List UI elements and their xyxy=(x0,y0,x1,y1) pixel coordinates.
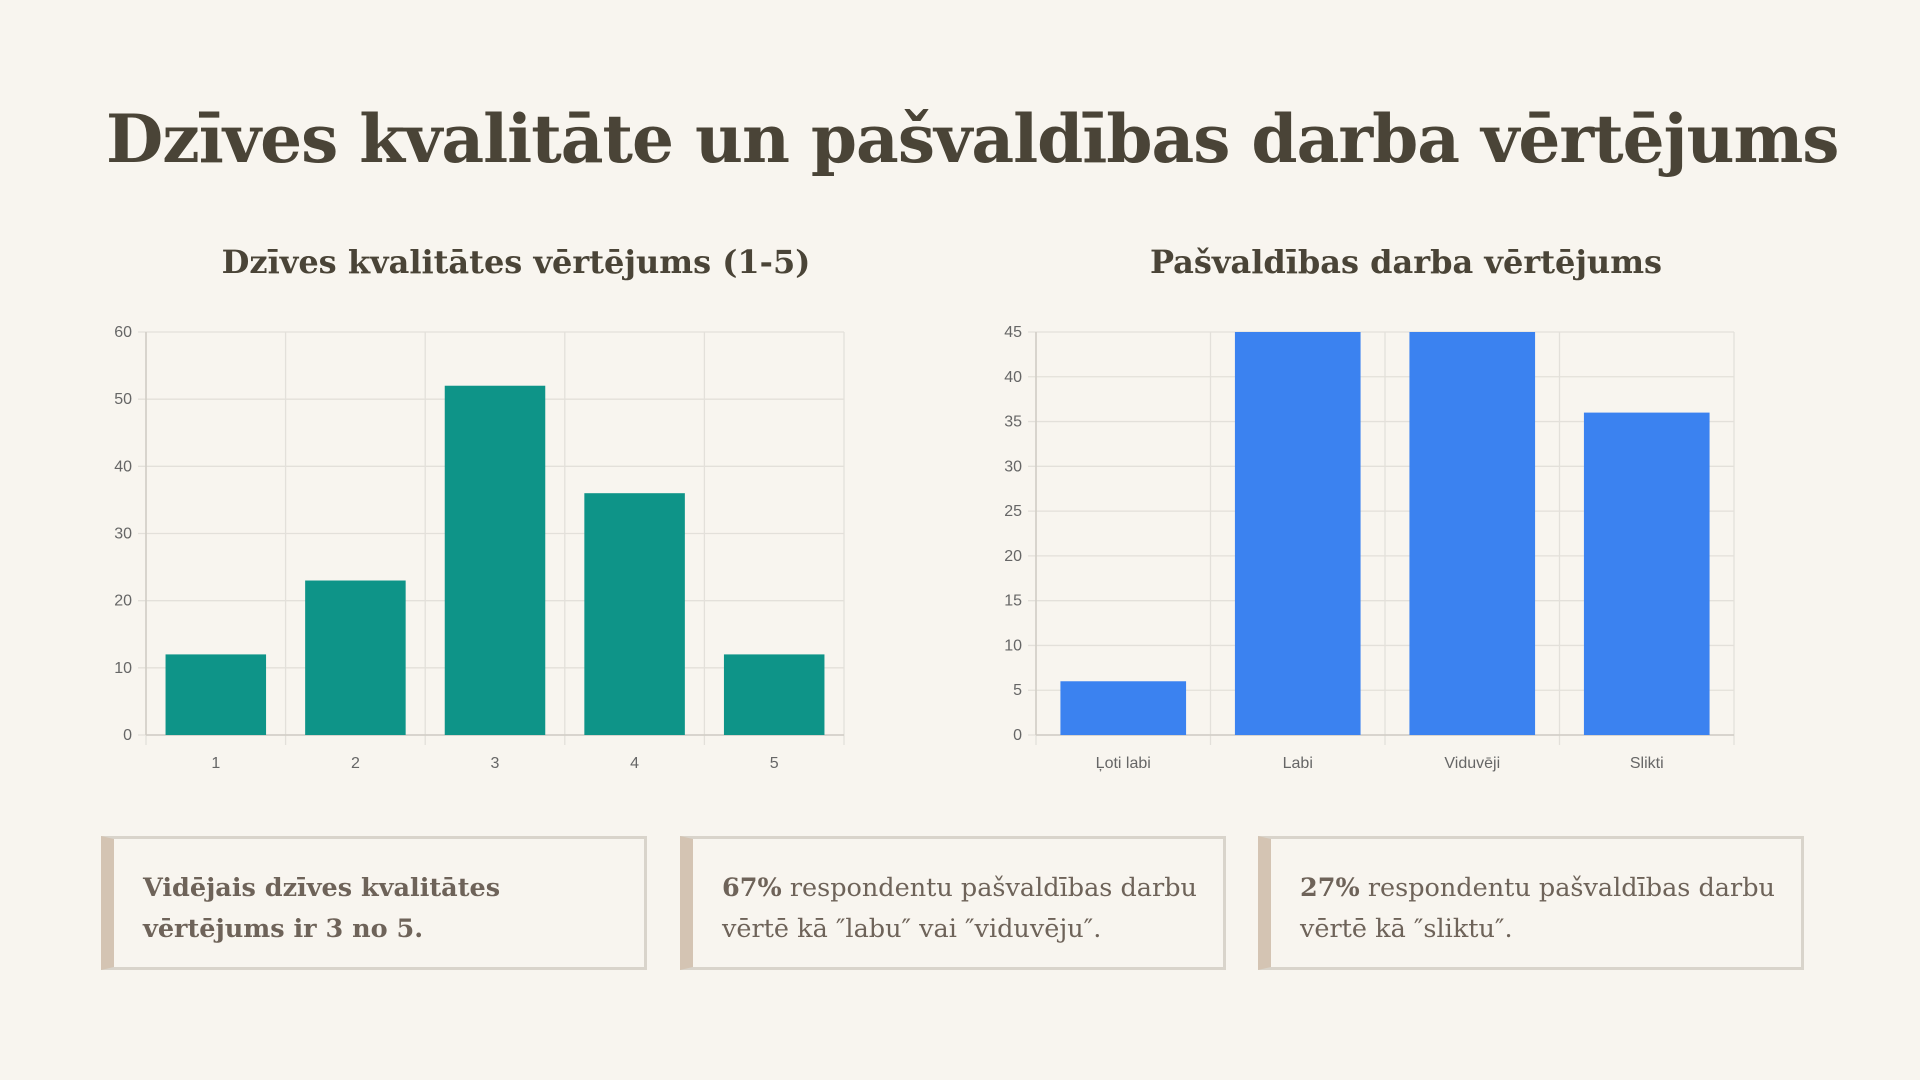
card-rest: respondentu pašvaldības darbu vērtē kā ″… xyxy=(1300,873,1775,944)
municipality-y-tick-label: 30 xyxy=(1004,458,1022,475)
municipality-bar xyxy=(1583,412,1710,735)
life-quality-y-tick-label: 50 xyxy=(114,391,132,408)
municipality-x-tick-label: Viduvēji xyxy=(1444,755,1500,772)
life-quality-y-tick-label: 40 xyxy=(114,458,132,475)
municipality-x-tick-label: Ļoti labi xyxy=(1096,755,1151,772)
municipality-x-tick-label: Labi xyxy=(1283,755,1313,772)
card-rest: respondentu pašvaldības darbu vērtē kā ″… xyxy=(722,873,1197,944)
life-quality-bar xyxy=(444,385,546,735)
life-quality-x-tick-label: 3 xyxy=(491,755,500,772)
card-text: Vidējais dzīves kvalitātes vērtējums ir … xyxy=(143,868,643,950)
life-quality-x-tick-label: 2 xyxy=(351,755,360,772)
summary-card-average-quality: Vidējais dzīves kvalitātes vērtējums ir … xyxy=(101,836,647,970)
card-highlight: 27% xyxy=(1300,873,1360,903)
municipality-x-tick-label: Slikti xyxy=(1630,755,1664,772)
life-quality-y-tick-label: 60 xyxy=(114,324,132,341)
summary-card-good-or-average: 67% respondentu pašvaldības darbu vērtē … xyxy=(680,836,1226,970)
page-title: Dzīves kvalitāte un pašvaldības darba vē… xyxy=(106,100,1839,178)
municipality-chart: 0 5 10 15 20 25 30 35 40 45 Ļoti labi Labi Viduvēji S… xyxy=(1004,324,1735,772)
life-quality-bar xyxy=(165,654,267,735)
life-quality-y-tick-label: 0 xyxy=(123,727,132,744)
municipality-y-tick-label: 45 xyxy=(1004,324,1022,341)
life-quality-chart: 0 10 20 30 40 50 60 1 2 3 4 5 xyxy=(114,324,845,772)
life-quality-x-tick-label: 1 xyxy=(211,755,220,772)
municipality-y-tick-label: 40 xyxy=(1004,369,1022,386)
card-text: 27% respondentu pašvaldības darbu vērtē … xyxy=(1300,868,1800,950)
life-quality-x-tick-label: 4 xyxy=(630,755,639,772)
municipality-bar xyxy=(1060,681,1187,735)
card-text: 67% respondentu pašvaldības darbu vērtē … xyxy=(722,868,1222,950)
life-quality-bar xyxy=(723,654,825,735)
municipality-y-tick-label: 25 xyxy=(1004,503,1022,520)
municipality-bar xyxy=(1409,332,1536,735)
municipality-chart-title: Pašvaldības darba vērtējums xyxy=(1149,243,1663,281)
life-quality-chart-title: Dzīves kvalitātes vērtējums (1-5) xyxy=(221,243,811,281)
municipality-y-tick-label: 5 xyxy=(1013,682,1022,699)
municipality-y-tick-label: 10 xyxy=(1004,637,1022,654)
life-quality-x-tick-label: 5 xyxy=(770,755,779,772)
card-highlight: Vidējais dzīves kvalitātes vērtējums ir … xyxy=(143,873,501,944)
municipality-bar xyxy=(1234,332,1361,735)
life-quality-bar xyxy=(305,580,406,735)
municipality-y-tick-label: 20 xyxy=(1004,548,1022,565)
life-quality-bar xyxy=(584,493,685,735)
municipality-y-tick-label: 0 xyxy=(1013,727,1022,744)
municipality-y-tick-label: 15 xyxy=(1004,593,1022,610)
municipality-y-tick-label: 35 xyxy=(1004,414,1022,431)
card-highlight: 67% xyxy=(722,873,782,903)
life-quality-y-tick-label: 10 xyxy=(114,660,132,677)
life-quality-y-tick-label: 20 xyxy=(114,593,132,610)
summary-card-bad: 27% respondentu pašvaldības darbu vērtē … xyxy=(1258,836,1804,970)
life-quality-y-tick-label: 30 xyxy=(114,526,132,543)
